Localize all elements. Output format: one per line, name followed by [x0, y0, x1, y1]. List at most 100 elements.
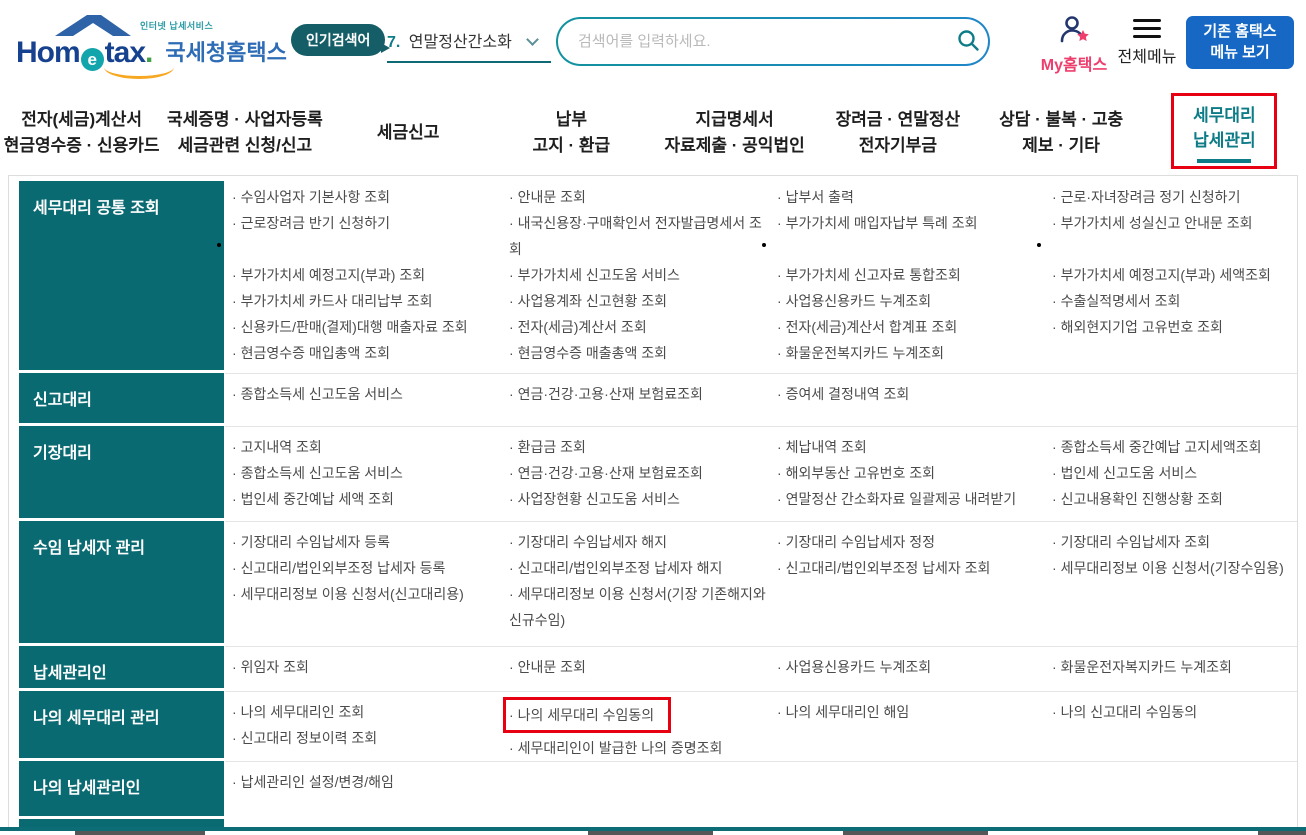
menu-item[interactable]: 기장대리 수임납세자 등록 — [232, 529, 499, 555]
menu-item[interactable]: 나의 세무대리인 조회 — [232, 699, 499, 725]
menu-item[interactable]: 해외부동산 고유번호 조회 — [777, 460, 1042, 486]
menu-item[interactable]: 납부서 출력 — [777, 184, 1042, 210]
legacy-hometax-menu-button[interactable]: 기존 홈택스 메뉴 보기 — [1186, 16, 1294, 69]
menu-row: 기장대리고지내역 조회종합소득세 신고도움 서비스법인세 중간예납 세액 조회환… — [9, 426, 1297, 521]
menu-item[interactable]: 위임자 조회 — [232, 654, 499, 680]
nav-tab-label: 세금신고 — [376, 122, 440, 142]
menu-item[interactable]: 화물운전자복지카드 누계조회 — [1052, 654, 1295, 680]
menu-item[interactable]: 부가가치세 매입자납부 특례 조회 — [777, 210, 1042, 236]
menu-item[interactable]: 고지내역 조회 — [232, 434, 499, 460]
menu-item[interactable]: 전자(세금)계산서 합계표 조회 — [777, 314, 1042, 340]
menu-item[interactable]: 사업용신용카드 누계조회 — [777, 288, 1042, 314]
menu-row: 세무대리 공통 조회수임사업자 기본사항 조회근로장려금 반기 신청하기부가가치… — [9, 176, 1297, 373]
menu-item[interactable]: 나의 세무대리인 해임 — [777, 699, 1042, 725]
menu-item[interactable]: 내국신용장·구매확인서 전자발급명세서 조회 — [509, 210, 767, 262]
menu-item[interactable]: 종합소득세 신고도움 서비스 — [232, 381, 499, 407]
popular-search-dropdown[interactable]: 7. 연말정산간소화 — [387, 28, 551, 63]
menu-item[interactable]: 연말정산 간소화자료 일괄제공 내려받기 — [777, 486, 1042, 512]
menu-item[interactable]: 해외현지기업 고유번호 조회 — [1052, 314, 1295, 340]
menu-category: 나의 세무대리 관리 — [19, 691, 224, 758]
menu-item[interactable]: 수출실적명세서 조회 — [1052, 288, 1295, 314]
menu-item[interactable]: 나의 신고대리 수임동의 — [1052, 699, 1295, 725]
nav-tab-2[interactable]: 국세증명 · 사업자등록 세금관련 신청/신고 — [163, 90, 326, 175]
menu-item[interactable]: 기장대리 수임납세자 정정 — [777, 529, 1042, 555]
menu-item[interactable]: 현금영수증 매입총액 조회 — [232, 340, 499, 366]
nav-tab-label: 장려금 · 연말정산 전자기부금 — [835, 110, 961, 155]
menu-column: 나의 신고대리 수임동의 — [1044, 691, 1297, 761]
menu-item[interactable]: 화물운전복지카드 누계조회 — [777, 340, 1042, 366]
menu-column: 사업용신용카드 누계조회 — [769, 646, 1044, 691]
menu-item[interactable]: 세무대리정보 이용 신청서(기장수임용) — [1052, 555, 1295, 581]
menu-column: 종합소득세 신고도움 서비스 — [224, 373, 501, 426]
menu-item[interactable]: 나의 세무대리 수임동의 — [503, 697, 672, 733]
menu-item[interactable]: 부가가치세 예정고지(부과) 조회 — [232, 262, 499, 288]
menu-item[interactable]: 수임사업자 기본사항 조회 — [232, 184, 499, 210]
menu-item[interactable]: 부가가치세 성실신고 안내문 조회 — [1052, 210, 1295, 236]
menu-item[interactable]: 세무대리정보 이용 신청서(신고대리용) — [232, 581, 499, 607]
menu-item[interactable]: 납세관리인 설정/변경/해임 — [232, 769, 499, 795]
menu-item[interactable]: 안내문 조회 — [509, 184, 767, 210]
menu-item[interactable]: 기장대리 수임납세자 해지 — [509, 529, 767, 555]
menu-item[interactable]: 신고내용확인 진행상황 조회 — [1052, 486, 1295, 512]
all-menu-button[interactable]: 전체메뉴 — [1114, 15, 1180, 67]
clipped-next-row — [588, 831, 713, 835]
nav-tab-label: 세무대리 납세관리 — [1193, 103, 1256, 163]
menu-item[interactable]: 세무대리정보 이용 신청서(기장 기존해지와 신규수임) — [509, 581, 767, 633]
nav-tab-1[interactable]: 전자(세금)계산서 현금영수증 · 신용카드 — [0, 90, 163, 175]
nav-tab-8[interactable]: 세무대리 납세관리 — [1143, 90, 1306, 175]
nav-tab-7[interactable]: 상담 · 불복 · 고충 제보 · 기타 — [980, 90, 1143, 175]
menu-column: 나의 세무대리인 해임 — [769, 691, 1044, 761]
menu-item[interactable]: 현금영수증 매출총액 조회 — [509, 340, 767, 366]
nav-tab-4[interactable]: 납부 고지 · 환급 — [490, 90, 653, 175]
menu-item[interactable]: 기장대리 수임납세자 조회 — [1052, 529, 1295, 555]
menu-column: 환급금 조회연금·건강·고용·산재 보험료조회사업장현황 신고도움 서비스 — [501, 426, 769, 521]
menu-item[interactable]: 전자(세금)계산서 조회 — [509, 314, 767, 340]
menu-column: 납부서 출력부가가치세 매입자납부 특례 조회부가가치세 신고자료 통합조회사업… — [769, 176, 1044, 373]
nav-tab-3[interactable]: 세금신고 — [327, 90, 490, 175]
menu-item[interactable]: 부가가치세 신고자료 통합조회 — [777, 262, 1042, 288]
menu-column: 안내문 조회 — [501, 646, 769, 691]
main-nav: 전자(세금)계산서 현금영수증 · 신용카드 국세증명 · 사업자등록 세금관련 신청… — [0, 90, 1306, 175]
menu-item[interactable]: 체납내역 조회 — [777, 434, 1042, 460]
menu-item[interactable]: 사업용계좌 신고현황 조회 — [509, 288, 767, 314]
menu-item[interactable]: 근로장려금 반기 신청하기 — [232, 210, 499, 236]
menu-item[interactable]: 부가가치세 예정고지(부과) 세액조회 — [1052, 262, 1295, 288]
nav-tab-6[interactable]: 장려금 · 연말정산 전자기부금 — [816, 90, 979, 175]
menu-item[interactable]: 부가가치세 신고도움 서비스 — [509, 262, 767, 288]
menu-column: 근로·자녀장려금 정기 신청하기부가가치세 성실신고 안내문 조회부가가치세 예… — [1044, 176, 1297, 373]
menu-item[interactable]: 연금·건강·고용·산재 보험료조회 — [509, 460, 767, 486]
menu-column: 고지내역 조회종합소득세 신고도움 서비스법인세 중간예납 세액 조회 — [224, 426, 501, 521]
menu-column — [769, 761, 1044, 819]
menu-item[interactable]: 안내문 조회 — [509, 654, 767, 680]
menu-item[interactable]: 신고대리/법인외부조정 납세자 조회 — [777, 555, 1042, 581]
legacy-button-line2: 메뉴 보기 — [1210, 43, 1270, 61]
active-tab-underline — [1197, 158, 1252, 163]
menu-item[interactable]: 종합소득세 중간예납 고지세액조회 — [1052, 434, 1295, 460]
menu-item[interactable]: 법인세 중간예납 세액 조회 — [232, 486, 499, 512]
menu-item[interactable]: 세무대리인이 발급한 나의 증명조회 — [509, 735, 767, 761]
logo[interactable]: 인터넷 납세서비스 Hom e tax. 국세청홈택스 — [16, 10, 287, 79]
my-hometax-label: My홈택스 — [1040, 57, 1108, 74]
menu-category: 납세관리인 — [19, 646, 224, 688]
all-menu-label: 전체메뉴 — [1117, 49, 1177, 66]
menu-item[interactable]: 사업장현황 신고도움 서비스 — [509, 486, 767, 512]
menu-item[interactable]: 부가가치세 카드사 대리납부 조회 — [232, 288, 499, 314]
menu-item[interactable]: 신고대리/법인외부조정 납세자 해지 — [509, 555, 767, 581]
menu-item[interactable]: 종합소득세 신고도움 서비스 — [232, 460, 499, 486]
menu-item[interactable]: 근로·자녀장려금 정기 신청하기 — [1052, 184, 1295, 210]
my-hometax-button[interactable]: My홈택스 — [1036, 15, 1112, 75]
menu-item[interactable]: 연금·건강·고용·산재 보험료조회 — [509, 381, 767, 407]
menu-item[interactable]: 법인세 신고도움 서비스 — [1052, 460, 1295, 486]
menu-item[interactable]: 사업용신용카드 누계조회 — [777, 654, 1042, 680]
menu-item[interactable]: 증여세 결정내역 조회 — [777, 381, 1042, 407]
search-input[interactable] — [558, 33, 948, 50]
menu-column: 증여세 결정내역 조회 — [769, 373, 1044, 426]
menu-item[interactable]: 환급금 조회 — [509, 434, 767, 460]
menu-item[interactable]: 신고대리 정보이력 조회 — [232, 725, 499, 751]
nav-tab-5[interactable]: 지급명세서 자료제출 · 공익법인 — [653, 90, 816, 175]
search-button[interactable] — [948, 22, 988, 62]
menu-item[interactable]: 신고대리/법인외부조정 납세자 등록 — [232, 555, 499, 581]
menu-item[interactable]: 신용카드/판매(결제)대행 매출자료 조회 — [232, 314, 499, 340]
menu-column — [501, 761, 769, 819]
chevron-down-icon — [526, 33, 540, 46]
